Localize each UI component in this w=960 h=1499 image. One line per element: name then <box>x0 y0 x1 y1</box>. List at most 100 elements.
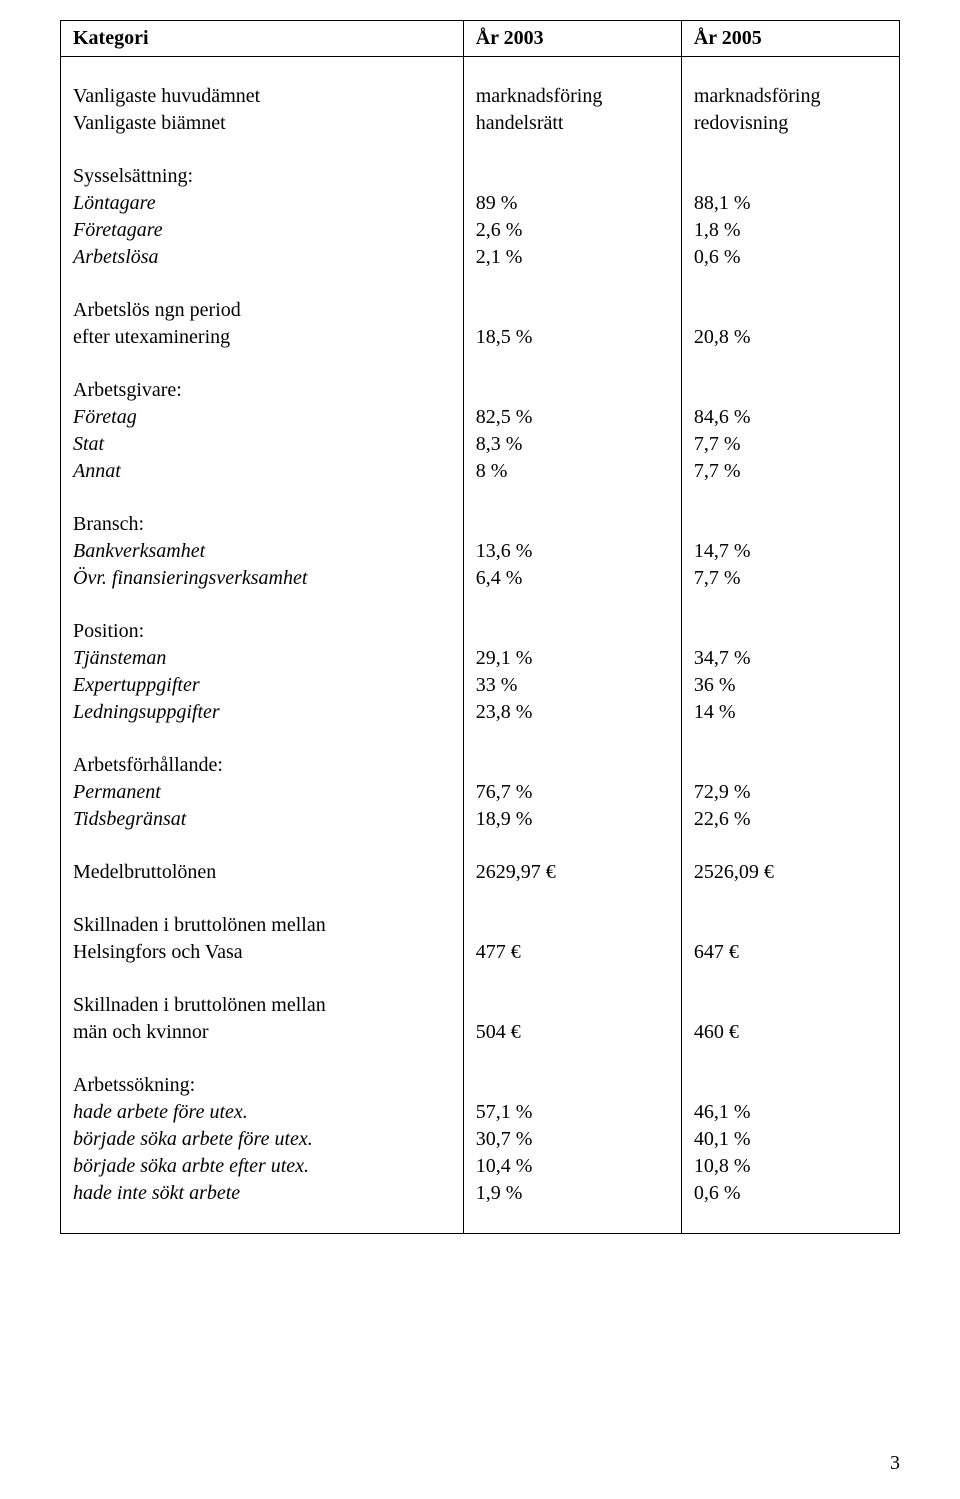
row-label: började söka arbte efter utex. <box>61 1153 464 1180</box>
section-title: Arbetsgivare: <box>61 377 464 404</box>
section-title: Bransch: <box>61 511 464 538</box>
row-2005: 10,8 % <box>681 1153 899 1180</box>
table-row: Löntagare 89 % 88,1 % <box>61 190 900 217</box>
table-row: Helsingfors och Vasa 477 € 647 € <box>61 939 900 966</box>
row-2003: 23,8 % <box>463 699 681 726</box>
row-2005: 14,7 % <box>681 538 899 565</box>
row-label: Helsingfors och Vasa <box>61 939 464 966</box>
row-2003: 504 € <box>463 1019 681 1046</box>
row-2005: 7,7 % <box>681 458 899 485</box>
row-2003: 29,1 % <box>463 645 681 672</box>
row-2003: 33 % <box>463 672 681 699</box>
section-title-row: Position: <box>61 618 900 645</box>
section-title-row: Bransch: <box>61 511 900 538</box>
row-label: hade arbete före utex. <box>61 1099 464 1126</box>
section-title-row: Arbetsförhållande: <box>61 752 900 779</box>
row-2003: 8 % <box>463 458 681 485</box>
section-title: Arbetssökning: <box>61 1072 464 1099</box>
table-row: Arbetslösa 2,1 % 0,6 % <box>61 244 900 271</box>
table-row: började söka arbete före utex. 30,7 % 40… <box>61 1126 900 1153</box>
row-2005: 1,8 % <box>681 217 899 244</box>
page-number: 3 <box>890 1452 900 1475</box>
section-title-row: Arbetssökning: <box>61 1072 900 1099</box>
row-label: Annat <box>61 458 464 485</box>
row-2005: 0,6 % <box>681 1180 899 1207</box>
row-2005: 88,1 % <box>681 190 899 217</box>
header-2005: År 2005 <box>681 21 899 57</box>
row-label: Stat <box>61 431 464 458</box>
row-2003: 18,9 % <box>463 806 681 833</box>
table-row: män och kvinnor 504 € 460 € <box>61 1019 900 1046</box>
row-2003: 82,5 % <box>463 404 681 431</box>
table-row: Tjänsteman 29,1 % 34,7 % <box>61 645 900 672</box>
row-label: Vanligaste huvudämnet <box>61 83 464 110</box>
row-2005: marknadsföring <box>681 83 899 110</box>
row-2003: 2,6 % <box>463 217 681 244</box>
row-label: efter utexaminering <box>61 324 464 351</box>
table-row: Skillnaden i bruttolönen mellan <box>61 992 900 1019</box>
row-label: Skillnaden i bruttolönen mellan <box>61 992 464 1019</box>
row-label: Permanent <box>61 779 464 806</box>
row-2003: 8,3 % <box>463 431 681 458</box>
row-label: Medelbruttolönen <box>61 859 464 886</box>
table-row: Stat 8,3 % 7,7 % <box>61 431 900 458</box>
row-label: började söka arbete före utex. <box>61 1126 464 1153</box>
section-title: Arbetsförhållande: <box>61 752 464 779</box>
table-row: Företag 82,5 % 84,6 % <box>61 404 900 431</box>
row-2003: handelsrätt <box>463 110 681 137</box>
table-row: Vanligaste biämnet handelsrätt redovisni… <box>61 110 900 137</box>
row-label: Arbetslösa <box>61 244 464 271</box>
row-2005: 7,7 % <box>681 431 899 458</box>
row-2005: 460 € <box>681 1019 899 1046</box>
row-label: Expertuppgifter <box>61 672 464 699</box>
table-row: Ledningsuppgifter 23,8 % 14 % <box>61 699 900 726</box>
section-title-row: Sysselsättning: <box>61 163 900 190</box>
row-2005: 36 % <box>681 672 899 699</box>
row-2005: 7,7 % <box>681 565 899 592</box>
table-row: Annat 8 % 7,7 % <box>61 458 900 485</box>
table-row: Företagare 2,6 % 1,8 % <box>61 217 900 244</box>
row-2003: 6,4 % <box>463 565 681 592</box>
section-title-row: Arbetsgivare: <box>61 377 900 404</box>
table-header-row: Kategori År 2003 År 2005 <box>61 21 900 57</box>
row-label: hade inte sökt arbete <box>61 1180 464 1207</box>
table-row: Vanligaste huvudämnet marknadsföring mar… <box>61 83 900 110</box>
table-row: hade arbete före utex. 57,1 % 46,1 % <box>61 1099 900 1126</box>
row-2003: 30,7 % <box>463 1126 681 1153</box>
row-2005: 34,7 % <box>681 645 899 672</box>
row-2005: 20,8 % <box>681 324 899 351</box>
row-2005: 647 € <box>681 939 899 966</box>
table-row: Övr. finansieringsverksamhet 6,4 % 7,7 % <box>61 565 900 592</box>
row-label: Företagare <box>61 217 464 244</box>
row-2005: 40,1 % <box>681 1126 899 1153</box>
row-2003: 10,4 % <box>463 1153 681 1180</box>
row-2003: 18,5 % <box>463 324 681 351</box>
row-2005: 2526,09 € <box>681 859 899 886</box>
row-label: män och kvinnor <box>61 1019 464 1046</box>
row-2003: 477 € <box>463 939 681 966</box>
row-label: Tidsbegränsat <box>61 806 464 833</box>
row-2005: 72,9 % <box>681 779 899 806</box>
row-label: Övr. finansieringsverksamhet <box>61 565 464 592</box>
row-2003: 2629,97 € <box>463 859 681 886</box>
row-2005: redovisning <box>681 110 899 137</box>
row-2005: 46,1 % <box>681 1099 899 1126</box>
row-2003: 1,9 % <box>463 1180 681 1207</box>
row-2003: 13,6 % <box>463 538 681 565</box>
page: Kategori År 2003 År 2005 Vanligaste huvu… <box>0 0 960 1499</box>
row-2003: 57,1 % <box>463 1099 681 1126</box>
row-label: Företag <box>61 404 464 431</box>
row-2003: 76,7 % <box>463 779 681 806</box>
row-label: Löntagare <box>61 190 464 217</box>
header-2003: År 2003 <box>463 21 681 57</box>
table-row: Permanent 76,7 % 72,9 % <box>61 779 900 806</box>
header-kategori: Kategori <box>61 21 464 57</box>
table-row: Bankverksamhet 13,6 % 14,7 % <box>61 538 900 565</box>
table-row: Medelbruttolönen 2629,97 € 2526,09 € <box>61 859 900 886</box>
row-2005: 22,6 % <box>681 806 899 833</box>
row-label: Skillnaden i bruttolönen mellan <box>61 912 464 939</box>
table-row: Skillnaden i bruttolönen mellan <box>61 912 900 939</box>
row-2003: 89 % <box>463 190 681 217</box>
table-row: efter utexaminering 18,5 % 20,8 % <box>61 324 900 351</box>
data-table: Kategori År 2003 År 2005 Vanligaste huvu… <box>60 20 900 1234</box>
